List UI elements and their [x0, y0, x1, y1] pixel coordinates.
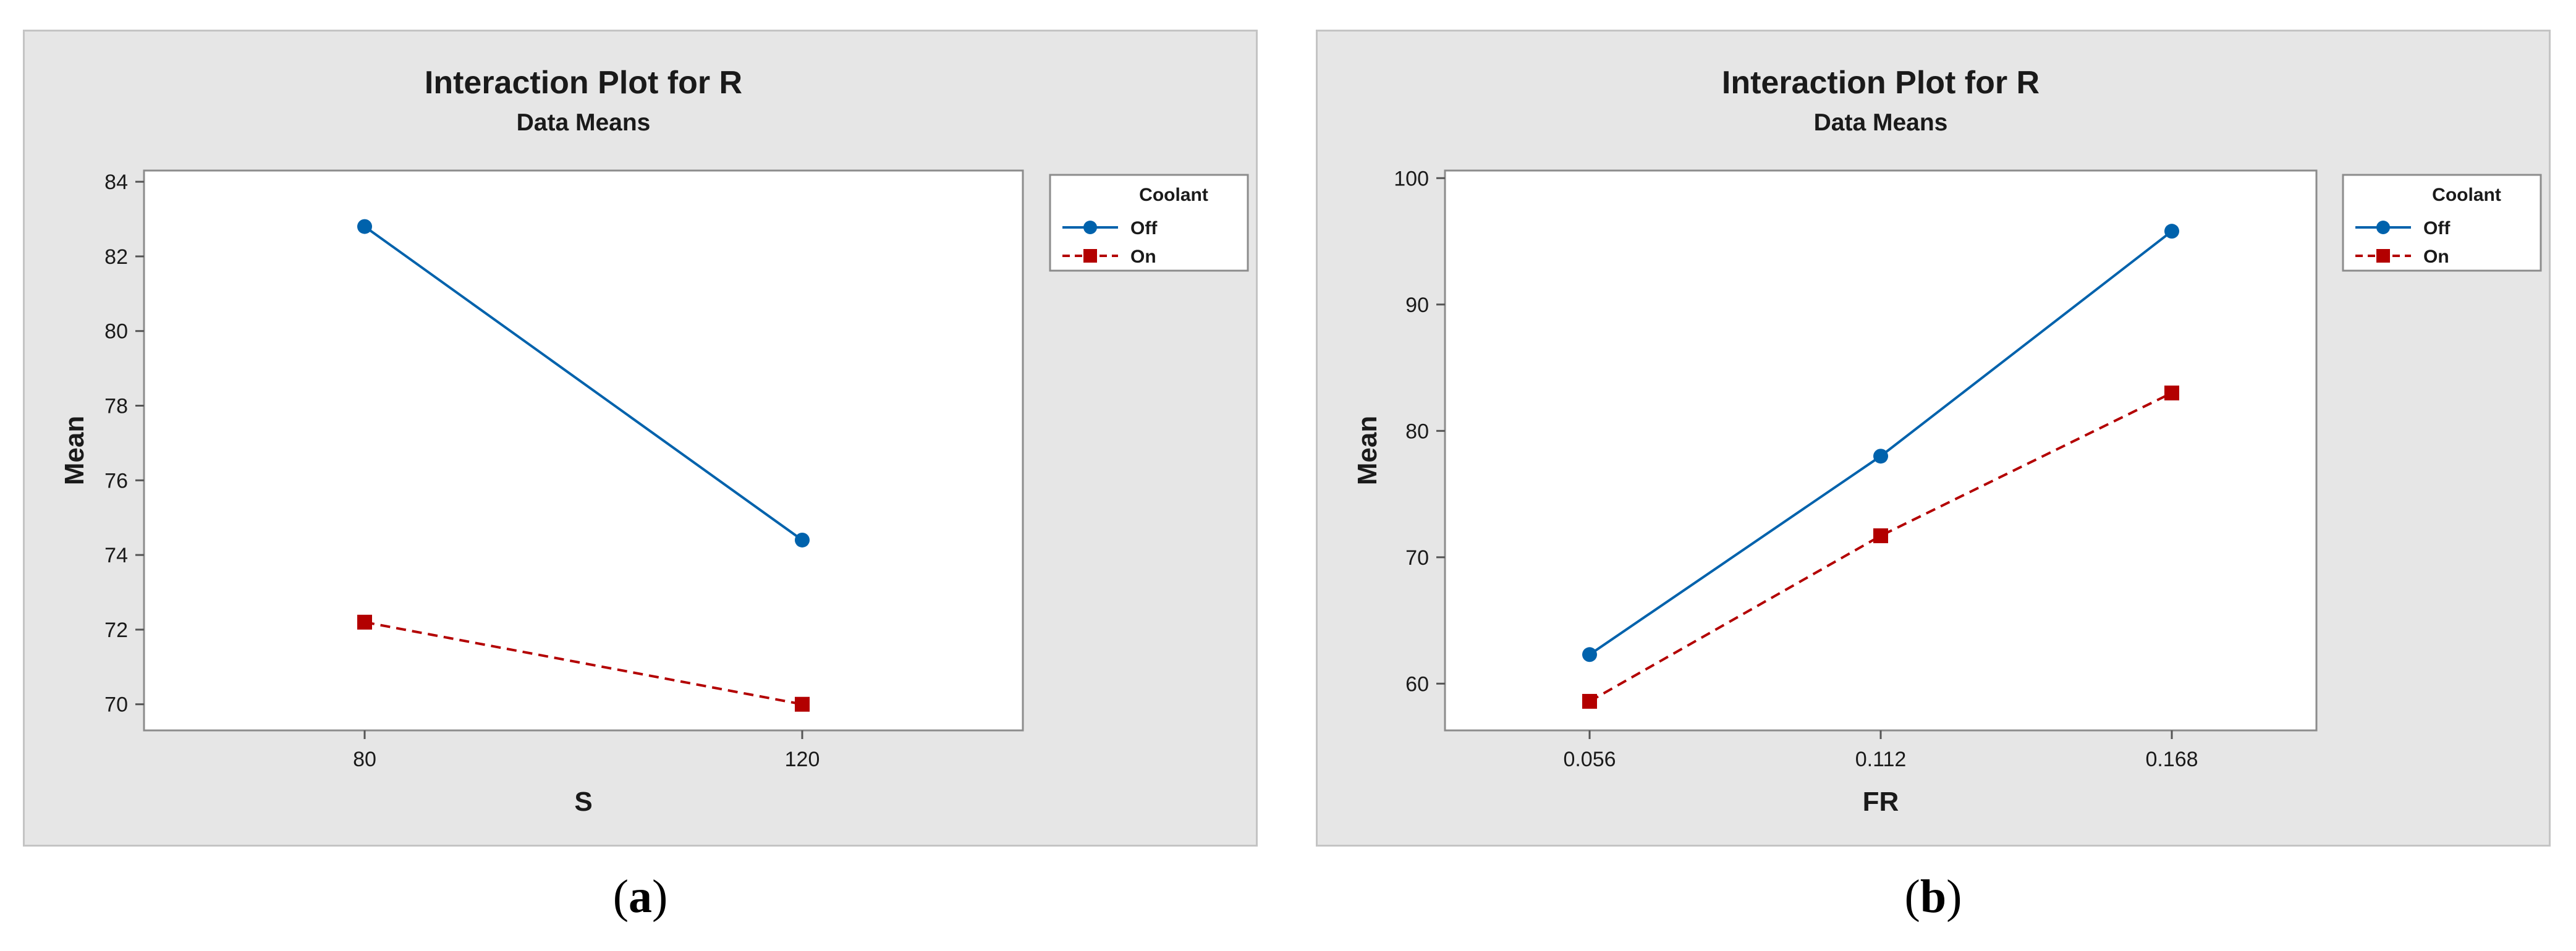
chart-panel-b: Interaction Plot for R Data Means 60 70 80 90…: [1316, 30, 2551, 847]
y-tick-label: 90: [1405, 294, 1429, 317]
y-tick-label: 82: [104, 245, 128, 269]
y-tick-label: 100: [1394, 167, 1429, 190]
y-tick-label: 78: [104, 395, 128, 418]
data-point-off: [2164, 224, 2179, 239]
legend-title: Coolant: [2432, 185, 2501, 205]
y-tick-label: 74: [104, 544, 128, 567]
data-point-on: [357, 614, 372, 630]
y-tick-label: 60: [1405, 672, 1429, 696]
y-tick-label: 76: [104, 469, 128, 492]
data-point-off: [357, 219, 372, 234]
y-axis-label: Mean: [59, 416, 90, 485]
legend-label-off: Off: [2423, 218, 2451, 239]
legend-label-on: On: [1130, 247, 1156, 267]
x-axis-label: FR: [1863, 787, 1899, 817]
data-point-off: [1582, 647, 1597, 662]
y-tick-label: 80: [104, 320, 128, 344]
data-point-on: [1873, 528, 1888, 544]
data-point-on: [1582, 693, 1597, 709]
legend-title: Coolant: [1139, 185, 1208, 205]
x-axis-label: S: [574, 787, 592, 817]
chart-title: Interaction Plot for R: [1722, 65, 2040, 101]
y-axis-label: Mean: [1352, 416, 1383, 485]
data-point-on: [2164, 385, 2179, 400]
plot-area: [143, 169, 1024, 732]
chart-subtitle: Data Means: [1814, 109, 1948, 136]
chart-subtitle: Data Means: [517, 109, 651, 136]
x-tick-label: 0.056: [1563, 748, 1616, 771]
x-tick-label: 120: [785, 748, 820, 771]
x-tick-label: 0.112: [1855, 748, 1907, 771]
legend-marker-off: [1083, 221, 1097, 234]
legend-label-on: On: [2423, 247, 2449, 267]
chart-title: Interaction Plot for R: [425, 65, 742, 101]
series-line-on: [364, 620, 803, 706]
chart-a-svg: Interaction Plot for R Data Means 70 72 74 76…: [59, 65, 1249, 817]
y-tick-label: 80: [1405, 420, 1429, 443]
legend-marker-off: [2376, 221, 2390, 234]
series-line-on: [1589, 392, 2172, 703]
legend-box: [1049, 174, 1249, 272]
caption-b: (b): [1904, 871, 1962, 923]
data-point-on: [795, 696, 810, 712]
x-tick-label: 80: [353, 748, 376, 771]
y-tick-label: 84: [104, 171, 128, 194]
chart-panel-a: Interaction Plot for R Data Means 70 72 74 76…: [23, 30, 1258, 847]
legend-marker-on: [1083, 249, 1097, 263]
data-point-off: [1873, 449, 1888, 464]
chart-b-svg: Interaction Plot for R Data Means 60 70 80 90…: [1352, 65, 2542, 817]
x-tick-label: 0.168: [2145, 748, 2198, 771]
y-tick-label: 72: [104, 619, 128, 642]
y-tick-label: 70: [1405, 546, 1429, 570]
legend-label-off: Off: [1130, 218, 1158, 239]
caption-a: (a): [612, 871, 668, 923]
y-tick-label: 70: [104, 693, 128, 717]
legend-box: [2342, 174, 2542, 272]
data-point-off: [795, 532, 810, 547]
series-line-off: [363, 225, 803, 541]
legend-marker-on: [2376, 249, 2390, 263]
